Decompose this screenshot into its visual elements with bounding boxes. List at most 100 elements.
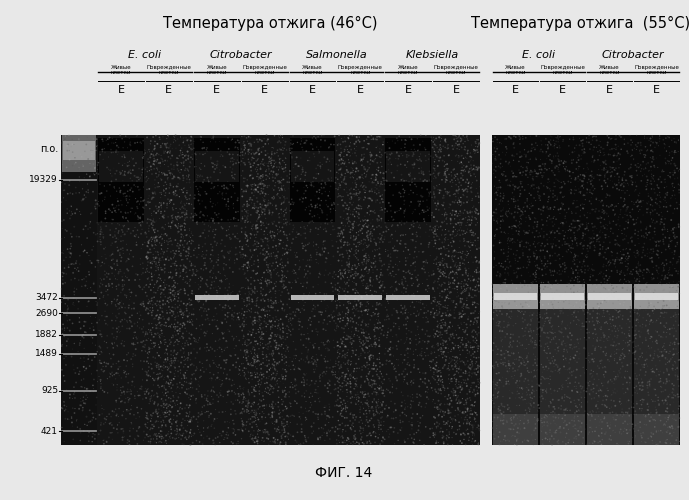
Point xyxy=(291,234,302,241)
Point xyxy=(589,156,600,164)
Point xyxy=(419,218,430,226)
Point xyxy=(280,392,291,400)
Point xyxy=(361,400,372,407)
Point xyxy=(153,264,164,272)
Point xyxy=(288,338,299,345)
Point xyxy=(332,346,343,354)
Point xyxy=(182,148,193,156)
Point xyxy=(650,403,661,411)
Point xyxy=(245,327,256,335)
Point xyxy=(464,289,475,297)
Point xyxy=(217,152,228,160)
Point xyxy=(302,267,313,275)
Point xyxy=(353,209,364,217)
Point xyxy=(280,208,291,216)
Point xyxy=(225,304,236,312)
Point xyxy=(243,218,254,226)
Point xyxy=(621,205,633,213)
Point xyxy=(602,181,613,189)
Point xyxy=(595,138,606,145)
Point xyxy=(200,204,212,212)
Point xyxy=(331,238,342,246)
Point xyxy=(435,424,446,432)
Point xyxy=(458,210,469,218)
Point xyxy=(184,410,195,418)
Point xyxy=(277,150,288,158)
Point xyxy=(357,318,368,326)
Point xyxy=(462,284,473,292)
Point xyxy=(311,164,322,172)
Point xyxy=(559,213,570,221)
Point xyxy=(183,394,194,402)
Point xyxy=(455,143,466,151)
Point xyxy=(239,152,250,160)
Point xyxy=(497,298,508,306)
Point xyxy=(592,300,603,308)
Point xyxy=(473,282,484,290)
Point xyxy=(641,416,652,424)
Point xyxy=(178,274,189,281)
Point xyxy=(300,139,311,147)
Point xyxy=(325,167,336,175)
Point xyxy=(271,316,282,324)
Point xyxy=(95,378,106,386)
Point xyxy=(457,166,469,174)
Point xyxy=(186,133,197,141)
Point xyxy=(161,432,172,440)
Point xyxy=(451,151,462,159)
Point xyxy=(435,372,446,380)
Point xyxy=(165,398,176,406)
Point xyxy=(132,198,143,205)
Point xyxy=(372,216,383,224)
Point xyxy=(444,324,455,332)
Point xyxy=(287,326,298,334)
Point xyxy=(657,304,668,312)
Point xyxy=(83,352,94,360)
Point xyxy=(196,265,207,273)
Point xyxy=(175,146,186,154)
Point xyxy=(253,416,264,424)
Point xyxy=(296,425,307,433)
Point xyxy=(200,365,212,373)
Point xyxy=(473,323,484,331)
Point xyxy=(266,234,277,242)
Point xyxy=(130,394,141,402)
Point xyxy=(361,416,372,424)
Point xyxy=(539,344,550,352)
Point xyxy=(284,220,295,228)
Point xyxy=(169,284,181,292)
Point xyxy=(340,280,351,288)
Point xyxy=(163,196,174,203)
Point xyxy=(165,196,176,204)
Point xyxy=(365,262,376,270)
Point xyxy=(579,334,590,342)
Point xyxy=(180,286,191,294)
Point xyxy=(411,190,422,198)
Point xyxy=(635,167,646,175)
Point xyxy=(467,241,478,249)
Point xyxy=(597,196,608,204)
Point xyxy=(358,326,369,334)
Point xyxy=(156,395,167,403)
Point xyxy=(600,231,611,239)
Point xyxy=(153,424,164,432)
Point xyxy=(212,182,223,190)
Point xyxy=(195,208,206,216)
Point xyxy=(162,200,173,207)
Point xyxy=(162,157,173,165)
Point xyxy=(403,246,414,254)
Point xyxy=(146,220,157,228)
Point xyxy=(645,211,656,219)
Point xyxy=(271,372,282,380)
Point xyxy=(264,366,275,374)
Point xyxy=(521,344,532,352)
Point xyxy=(269,343,280,351)
Point xyxy=(433,328,444,336)
Point xyxy=(449,360,460,368)
Point xyxy=(566,208,577,216)
Point xyxy=(564,341,575,349)
Point xyxy=(405,262,416,270)
Point xyxy=(243,291,254,299)
Point xyxy=(142,329,153,337)
Point xyxy=(335,236,346,244)
